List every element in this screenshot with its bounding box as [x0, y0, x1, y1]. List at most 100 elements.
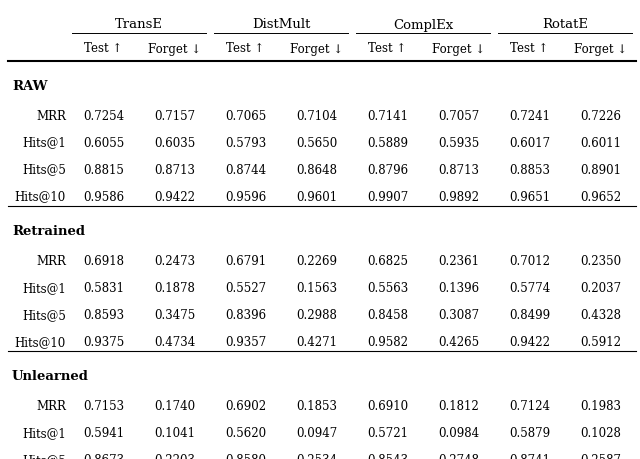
Text: 0.7153: 0.7153: [83, 399, 124, 412]
Text: 0.2534: 0.2534: [296, 453, 337, 459]
Text: 0.0947: 0.0947: [296, 426, 337, 439]
Text: Hits@10: Hits@10: [15, 335, 66, 348]
Text: 0.1812: 0.1812: [438, 399, 479, 412]
Text: Hits@1: Hits@1: [22, 136, 66, 149]
Text: 0.2361: 0.2361: [438, 254, 479, 267]
Text: 0.3475: 0.3475: [154, 308, 195, 321]
Text: 0.2587: 0.2587: [580, 453, 621, 459]
Text: Hits@5: Hits@5: [22, 308, 66, 321]
Text: 0.5831: 0.5831: [83, 281, 124, 294]
Text: 0.9651: 0.9651: [509, 190, 550, 203]
Text: 0.8648: 0.8648: [296, 163, 337, 176]
Text: 0.6902: 0.6902: [225, 399, 266, 412]
Text: 0.7124: 0.7124: [509, 399, 550, 412]
Text: Hits@1: Hits@1: [22, 281, 66, 294]
Text: 0.8744: 0.8744: [225, 163, 266, 176]
Text: 0.4734: 0.4734: [154, 335, 195, 348]
Text: 0.5941: 0.5941: [83, 426, 124, 439]
Text: 0.9586: 0.9586: [83, 190, 124, 203]
Text: 0.9422: 0.9422: [154, 190, 195, 203]
Text: 0.9601: 0.9601: [296, 190, 337, 203]
Text: 0.5527: 0.5527: [225, 281, 266, 294]
Text: TransE: TransE: [115, 18, 163, 31]
Text: 0.6011: 0.6011: [580, 136, 621, 149]
Text: 0.4265: 0.4265: [438, 335, 479, 348]
Text: 0.9357: 0.9357: [225, 335, 266, 348]
Text: 0.1396: 0.1396: [438, 281, 479, 294]
Text: 0.1740: 0.1740: [154, 399, 195, 412]
Text: 0.8713: 0.8713: [438, 163, 479, 176]
Text: 0.7241: 0.7241: [509, 109, 550, 122]
Text: 0.8901: 0.8901: [580, 163, 621, 176]
Text: 0.2203: 0.2203: [154, 453, 195, 459]
Text: 0.7012: 0.7012: [509, 254, 550, 267]
Text: 0.5563: 0.5563: [367, 281, 408, 294]
Text: 0.7065: 0.7065: [225, 109, 266, 122]
Text: 0.8580: 0.8580: [225, 453, 266, 459]
Text: Test ↑: Test ↑: [227, 42, 264, 56]
Text: 0.0984: 0.0984: [438, 426, 479, 439]
Text: 0.2037: 0.2037: [580, 281, 621, 294]
Text: 0.6910: 0.6910: [367, 399, 408, 412]
Text: 0.7254: 0.7254: [83, 109, 124, 122]
Text: 0.6055: 0.6055: [83, 136, 124, 149]
Text: 0.5912: 0.5912: [580, 335, 621, 348]
Text: RotatE: RotatE: [542, 18, 588, 31]
Text: 0.5793: 0.5793: [225, 136, 266, 149]
Text: 0.5650: 0.5650: [296, 136, 337, 149]
Text: MRR: MRR: [36, 109, 66, 122]
Text: 0.7057: 0.7057: [438, 109, 479, 122]
Text: Test ↑: Test ↑: [369, 42, 406, 56]
Text: 0.2269: 0.2269: [296, 254, 337, 267]
Text: 0.8741: 0.8741: [509, 453, 550, 459]
Text: 0.8673: 0.8673: [83, 453, 124, 459]
Text: 0.8713: 0.8713: [154, 163, 195, 176]
Text: 0.5721: 0.5721: [367, 426, 408, 439]
Text: 0.2988: 0.2988: [296, 308, 337, 321]
Text: 0.6035: 0.6035: [154, 136, 195, 149]
Text: Test ↑: Test ↑: [510, 42, 548, 56]
Text: Hits@5: Hits@5: [22, 453, 66, 459]
Text: 0.2473: 0.2473: [154, 254, 195, 267]
Text: 0.1563: 0.1563: [296, 281, 337, 294]
Text: 0.1983: 0.1983: [580, 399, 621, 412]
Text: Forget ↓: Forget ↓: [290, 42, 343, 56]
Text: 0.5935: 0.5935: [438, 136, 479, 149]
Text: 0.5774: 0.5774: [509, 281, 550, 294]
Text: 0.6791: 0.6791: [225, 254, 266, 267]
Text: Hits@10: Hits@10: [15, 190, 66, 203]
Text: 0.9892: 0.9892: [438, 190, 479, 203]
Text: MRR: MRR: [36, 399, 66, 412]
Text: 0.2350: 0.2350: [580, 254, 621, 267]
Text: 0.1041: 0.1041: [154, 426, 195, 439]
Text: 0.9652: 0.9652: [580, 190, 621, 203]
Text: 0.3087: 0.3087: [438, 308, 479, 321]
Text: 0.8543: 0.8543: [367, 453, 408, 459]
Text: 0.7157: 0.7157: [154, 109, 195, 122]
Text: 0.9596: 0.9596: [225, 190, 266, 203]
Text: 0.8815: 0.8815: [83, 163, 124, 176]
Text: 0.8396: 0.8396: [225, 308, 266, 321]
Text: Forget ↓: Forget ↓: [432, 42, 485, 56]
Text: Hits@1: Hits@1: [22, 426, 66, 439]
Text: 0.1028: 0.1028: [580, 426, 621, 439]
Text: 0.4328: 0.4328: [580, 308, 621, 321]
Text: DistMult: DistMult: [252, 18, 310, 31]
Text: Forget ↓: Forget ↓: [148, 42, 201, 56]
Text: 0.4271: 0.4271: [296, 335, 337, 348]
Text: Retrained: Retrained: [12, 224, 85, 238]
Text: 0.5889: 0.5889: [367, 136, 408, 149]
Text: 0.6918: 0.6918: [83, 254, 124, 267]
Text: MRR: MRR: [36, 254, 66, 267]
Text: 0.1878: 0.1878: [154, 281, 195, 294]
Text: 0.9907: 0.9907: [367, 190, 408, 203]
Text: 0.2748: 0.2748: [438, 453, 479, 459]
Text: 0.9375: 0.9375: [83, 335, 124, 348]
Text: 0.9582: 0.9582: [367, 335, 408, 348]
Text: 0.8593: 0.8593: [83, 308, 124, 321]
Text: 0.1853: 0.1853: [296, 399, 337, 412]
Text: Forget ↓: Forget ↓: [574, 42, 627, 56]
Text: Hits@5: Hits@5: [22, 163, 66, 176]
Text: RAW: RAW: [12, 80, 47, 93]
Text: 0.7226: 0.7226: [580, 109, 621, 122]
